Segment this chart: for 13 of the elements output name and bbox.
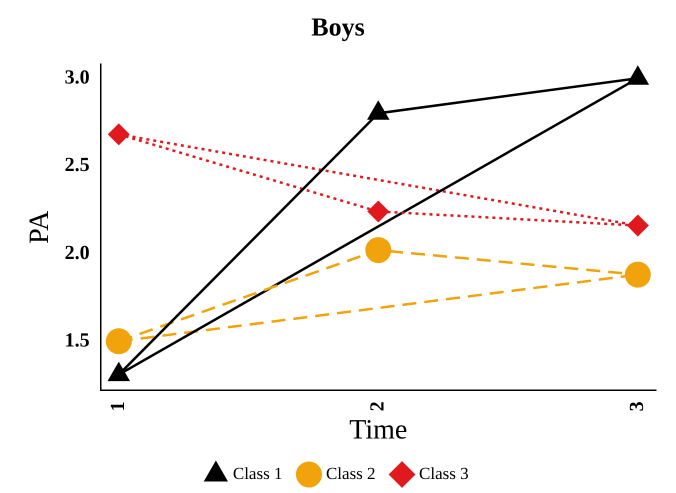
- y-axis-title: PA: [24, 210, 56, 244]
- legend-label: Class 1: [232, 464, 282, 483]
- x-tick-label: 1: [106, 401, 129, 412]
- y-tick-label: 2.5: [64, 154, 90, 176]
- chart-title: Boys: [311, 12, 365, 42]
- y-tick-label: 1.5: [64, 329, 90, 352]
- x-tick-label: 3: [626, 401, 648, 412]
- legend-label: Class 3: [419, 464, 469, 483]
- x-tick-label: 2: [366, 401, 388, 412]
- y-tick-label: 2.0: [64, 242, 90, 264]
- x-axis-title: Time: [349, 414, 408, 446]
- y-tick-label: 3.0: [64, 66, 90, 88]
- legend-label: Class 2: [326, 464, 376, 483]
